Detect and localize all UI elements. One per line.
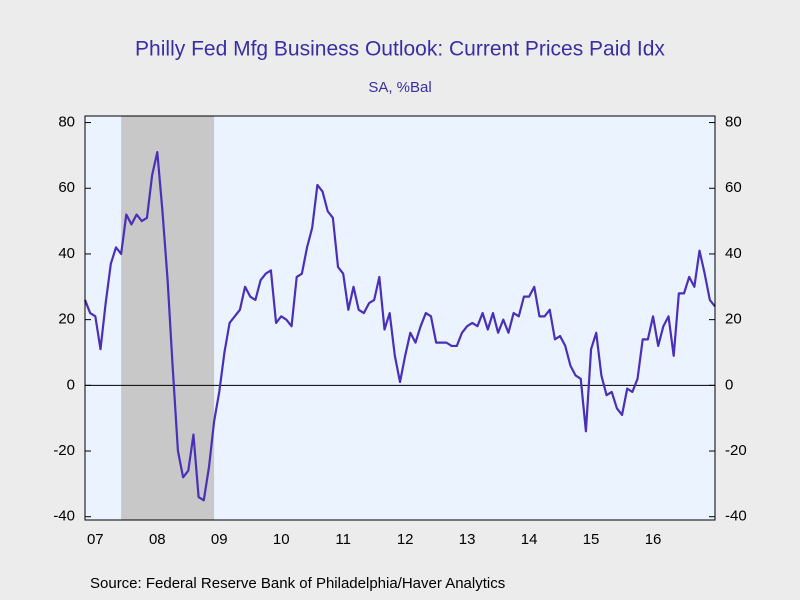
x-tick-label: 08 [149,531,166,548]
x-tick-label: 09 [211,531,228,548]
y-tick-label: 80 [58,114,75,131]
y2-tick-label: 0 [725,376,733,393]
plot-frame [84,115,716,521]
y2-tick-label: 80 [725,114,742,131]
x-tick-label: 16 [645,531,662,548]
y-tick-label: -40 [53,508,75,525]
y-tick-label: -20 [53,442,75,459]
chart-subtitle: SA, %Bal [368,79,431,96]
x-tick-label: 12 [397,531,414,548]
recession-shading [121,116,215,520]
y-tick-label: 60 [58,179,75,196]
data-line [83,151,716,502]
y-tick-label: 40 [58,245,75,262]
chart-title: Philly Fed Mfg Business Outlook: Current… [135,38,665,61]
x-tick-label: 13 [459,531,476,548]
x-tick-label: 14 [521,531,538,548]
y2-tick-label: 20 [725,311,742,328]
x-tick-label: 11 [335,531,351,548]
x-tick-label: 07 [87,531,104,548]
x-tick-label: 10 [273,531,290,548]
x-tick-label: 15 [583,531,600,548]
y2-tick-label: 40 [725,245,742,262]
source-note: Source: Federal Reserve Bank of Philadel… [90,575,505,592]
y2-tick-label: 60 [725,179,742,196]
y-tick-label: 0 [67,376,75,393]
y2-tick-label: -20 [725,442,747,459]
y-tick-label: 20 [58,311,75,328]
y2-tick-label: -40 [725,508,747,525]
